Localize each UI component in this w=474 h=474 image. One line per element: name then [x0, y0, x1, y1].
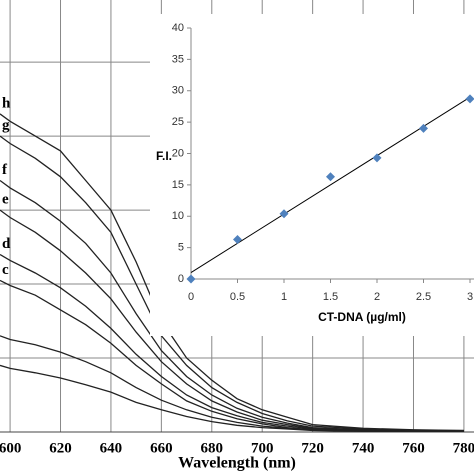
curve-label: c — [2, 262, 9, 278]
y-axis-title: F.I. — [156, 149, 172, 163]
x-tick-label: 740 — [352, 440, 375, 456]
curve-label: f — [2, 162, 8, 178]
x-tick-label: 1.5 — [323, 291, 338, 303]
data-point — [465, 94, 474, 104]
spectrum-line — [0, 135, 464, 432]
x-tick-label: 760 — [402, 440, 425, 456]
y-tick-label: 0 — [178, 273, 184, 285]
x-tick-label: 660 — [150, 440, 173, 456]
x-tick-label: 720 — [301, 440, 324, 456]
x-tick-label: 620 — [49, 440, 72, 456]
x-tick-label: 1 — [281, 291, 287, 303]
x-tick-label: 640 — [100, 440, 123, 456]
x-tick-label: 3 — [467, 291, 473, 303]
curve-label: e — [2, 192, 9, 208]
x-tick-label: 2.5 — [416, 291, 431, 303]
data-point — [233, 234, 242, 244]
curve-label: h — [2, 95, 11, 111]
spectrum-line — [0, 113, 464, 432]
curve-label: d — [2, 236, 11, 252]
x-axis-title: CT-DNA (µg/ml) — [318, 310, 406, 324]
x-tick-label: 680 — [201, 440, 224, 456]
y-tick-label: 5 — [178, 242, 184, 254]
inset-background — [150, 14, 474, 336]
x-tick-label: 700 — [251, 440, 274, 456]
y-tick-label: 40 — [172, 22, 184, 34]
spectrum-line — [0, 335, 464, 432]
x-tick-label: 2 — [374, 291, 380, 303]
y-tick-label: 30 — [172, 85, 184, 97]
data-point — [326, 172, 335, 182]
x-tick-label: 0 — [188, 291, 194, 303]
spectrum-line — [0, 209, 464, 432]
y-tick-label: 15 — [172, 179, 184, 191]
data-point — [372, 153, 382, 163]
x-tick-label: 600 — [0, 440, 21, 456]
x-tick-label: 780 — [453, 440, 474, 456]
y-tick-label: 35 — [172, 53, 184, 65]
data-point — [279, 209, 289, 219]
curve-label: g — [2, 118, 10, 134]
y-tick-label: 25 — [172, 116, 184, 128]
spectrum-line — [0, 364, 464, 432]
y-tick-label: 10 — [172, 210, 184, 222]
data-point — [419, 123, 428, 133]
data-point — [186, 274, 196, 284]
x-axis-title: Wavelength (nm) — [178, 455, 296, 472]
y-tick-label: 20 — [172, 147, 184, 159]
x-tick-label: 0.5 — [230, 291, 245, 303]
